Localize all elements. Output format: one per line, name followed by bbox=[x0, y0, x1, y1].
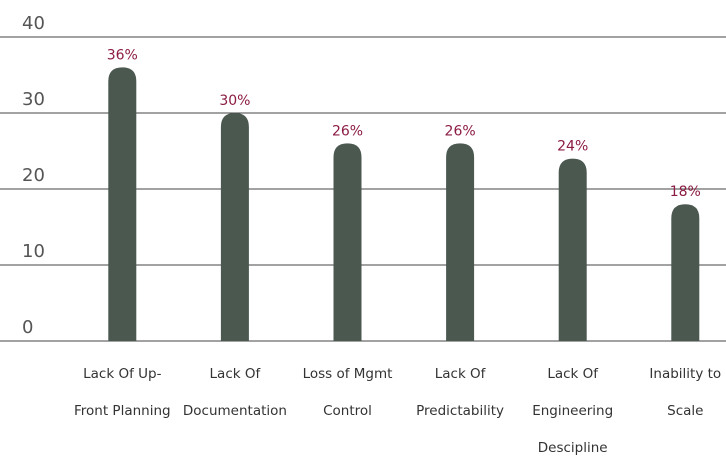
x-tick-label: Loss of Mgmt Control bbox=[302, 366, 393, 419]
y-tick-label: 10 bbox=[22, 241, 45, 262]
bar bbox=[558, 158, 587, 341]
x-tick-label: Inability to Scale bbox=[649, 366, 722, 419]
value-label: 18% bbox=[670, 184, 701, 200]
y-tick-label: 30 bbox=[22, 89, 45, 110]
bar bbox=[220, 113, 249, 341]
value-label: 26% bbox=[445, 123, 476, 139]
x-tick-label: Lack Of Up-Front Planning bbox=[74, 366, 171, 419]
y-tick-label: 0 bbox=[22, 317, 33, 338]
value-label: 24% bbox=[557, 139, 588, 155]
value-label: 26% bbox=[332, 123, 363, 139]
value-label: 36% bbox=[107, 47, 138, 63]
x-tick-label: Lack Of Engineering Descipline bbox=[532, 366, 614, 456]
y-tick-label: 40 bbox=[22, 13, 45, 34]
value-label: 30% bbox=[219, 93, 250, 109]
x-tick-label: Lack Of Predictability bbox=[416, 366, 505, 419]
y-tick-label: 20 bbox=[22, 165, 45, 186]
x-tick-label: Lack Of Documentation bbox=[182, 366, 287, 419]
bar bbox=[108, 67, 137, 342]
bar bbox=[333, 143, 362, 341]
bar bbox=[671, 204, 700, 341]
bar bbox=[446, 143, 475, 341]
